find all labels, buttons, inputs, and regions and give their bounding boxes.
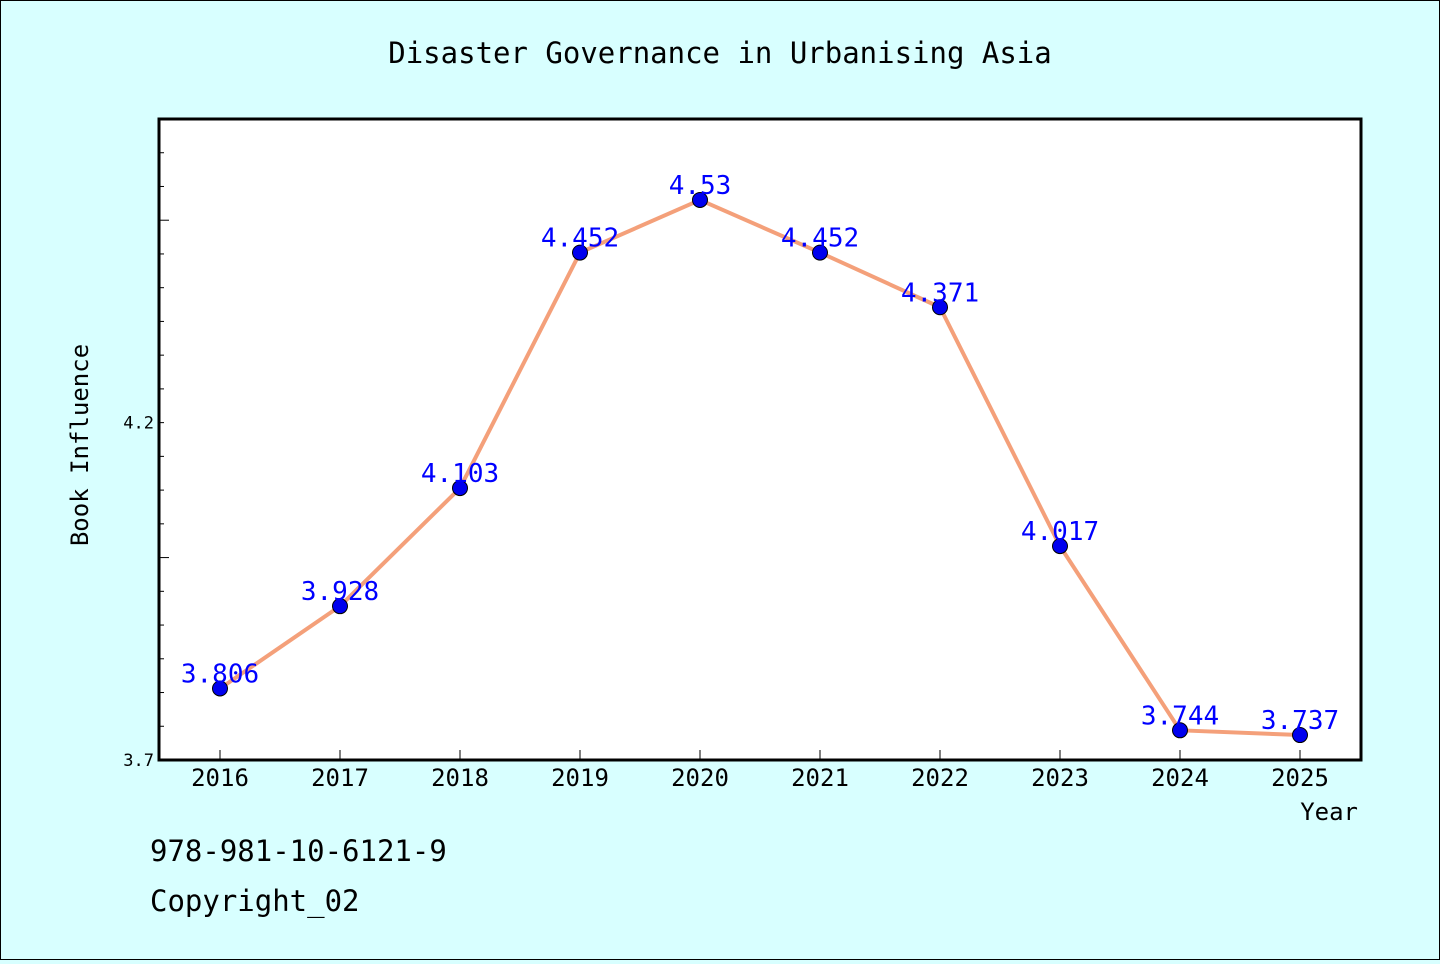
data-point — [1172, 722, 1188, 739]
data-point — [812, 244, 828, 261]
x-tick-label: 2020 — [671, 764, 729, 792]
x-tick-label: 2018 — [431, 764, 489, 792]
series-layer: 3.806 3.928 4.103 4.452 4.53 4.452 4.371 4.017 3… — [181, 171, 1339, 744]
isbn-caption: 978-981-10-6121-9 — [150, 834, 447, 868]
x-axis-label: Year — [1300, 798, 1358, 826]
x-tick-label: 2019 — [551, 764, 609, 792]
data-point — [452, 480, 468, 497]
data-label: 4.452 — [541, 224, 619, 254]
data-point — [1052, 538, 1068, 555]
data-label: 4.452 — [781, 224, 859, 254]
plot-area — [157, 117, 1363, 762]
y-tick-label: 4.2 — [123, 414, 154, 434]
x-tick-label: 2017 — [311, 764, 369, 792]
data-label: 3.928 — [301, 577, 379, 607]
x-tick-label: 2024 — [1151, 764, 1209, 792]
data-label: 4.103 — [421, 459, 499, 489]
x-tick-label: 2022 — [911, 764, 969, 792]
series-line — [218, 197, 1301, 738]
data-point — [332, 598, 348, 615]
data-label: 4.017 — [1021, 517, 1099, 547]
data-point — [692, 191, 708, 208]
y-axis: 3.7 4.2 — [123, 118, 169, 771]
x-tick-label: 2016 — [191, 764, 249, 792]
data-point — [212, 680, 228, 697]
data-label: 4.53 — [669, 171, 732, 201]
copyright-caption: Copyright_02 — [150, 884, 360, 918]
x-tick-label: 2021 — [791, 764, 849, 792]
x-tick-label: 2025 — [1271, 764, 1329, 792]
y-tick-label: 3.7 — [123, 751, 154, 771]
data-label: 3.737 — [1261, 706, 1339, 736]
x-axis: 2016 2017 2018 2019 2020 2021 2022 2023 2024 2025 — [191, 750, 1329, 792]
data-point — [932, 299, 948, 316]
data-label: 3.744 — [1141, 701, 1219, 731]
chart-title: Disaster Governance in Urbanising Asia — [388, 36, 1051, 70]
y-axis-label: Book Influence — [66, 344, 94, 546]
data-point — [572, 244, 588, 261]
data-label: 3.806 — [181, 659, 259, 689]
data-point — [1292, 727, 1308, 744]
x-tick-label: 2023 — [1031, 764, 1089, 792]
data-label: 4.371 — [901, 278, 979, 308]
